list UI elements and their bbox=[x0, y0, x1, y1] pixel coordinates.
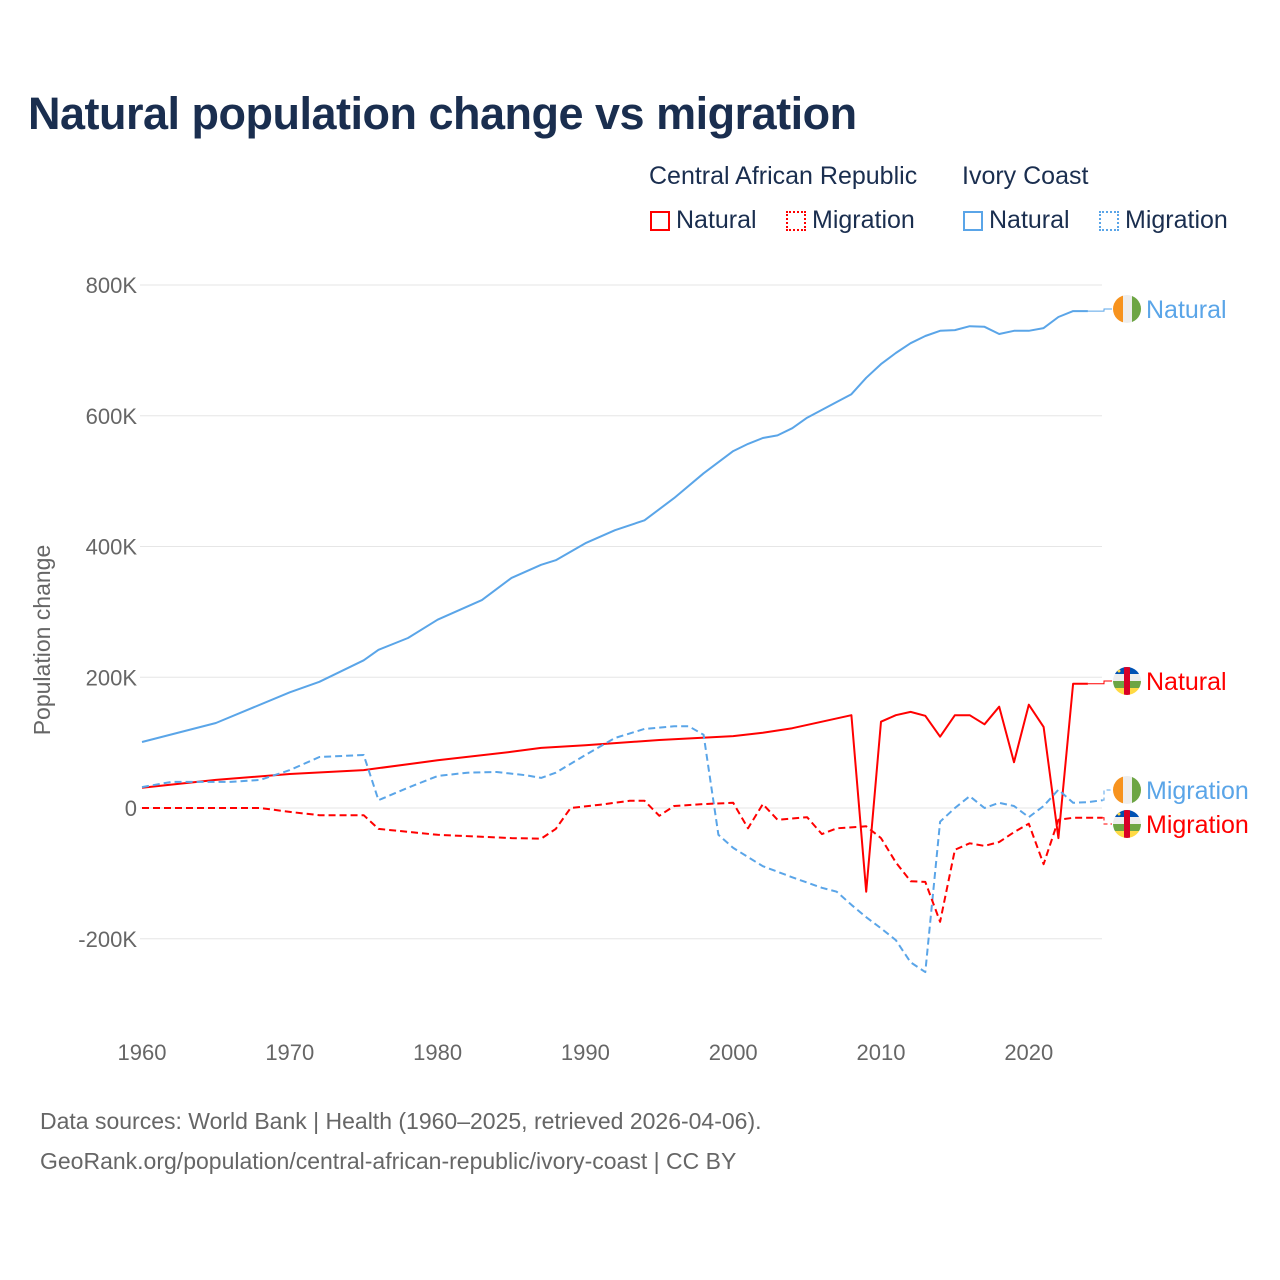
x-tick-label: 2020 bbox=[1004, 1040, 1053, 1065]
footer-sources: Data sources: World Bank | Health (1960–… bbox=[40, 1108, 762, 1134]
central-african-republic-flag-icon bbox=[1113, 667, 1141, 695]
footer-link[interactable]: GeoRank.org/population/central-african-r… bbox=[40, 1148, 737, 1174]
series-line-ivory-coast-migration bbox=[141, 725, 1103, 974]
flag-star bbox=[1117, 812, 1121, 816]
legend-swatch-solid-blue bbox=[963, 210, 983, 231]
x-tick-label: 2000 bbox=[709, 1040, 758, 1065]
end-label-connector bbox=[1087, 308, 1112, 312]
series-line-central-african-republic-migration bbox=[142, 799, 1103, 923]
legend-swatch-solid-red bbox=[650, 210, 670, 231]
end-label-connector bbox=[1087, 680, 1112, 685]
y-tick-label: 400K bbox=[86, 535, 138, 560]
legend-ivory-coast-natural[interactable]: Natural bbox=[963, 206, 1070, 235]
x-tick-label: 1970 bbox=[265, 1040, 314, 1065]
legend-swatch-dotted-red bbox=[786, 210, 806, 231]
end-label: Natural bbox=[1146, 296, 1227, 324]
x-tick-label: 1990 bbox=[561, 1040, 610, 1065]
y-tick-label: 200K bbox=[86, 665, 138, 690]
end-label-connector bbox=[1102, 789, 1112, 801]
legend-swatch-dotted-blue bbox=[1099, 210, 1119, 231]
legend-label: Natural bbox=[676, 206, 757, 234]
flag-stripe bbox=[1124, 667, 1130, 695]
end-label: Natural bbox=[1146, 668, 1227, 696]
y-tick-label: 600K bbox=[86, 404, 138, 429]
flag-star bbox=[1117, 669, 1121, 673]
flag-stripe bbox=[1124, 810, 1130, 838]
flag-stripe bbox=[1132, 295, 1141, 323]
flag-stripe bbox=[1123, 295, 1132, 323]
legend-ivory-coast-migration[interactable]: Migration bbox=[1099, 206, 1228, 235]
end-label: Migration bbox=[1146, 811, 1249, 839]
legend-group-car: Central African Republic bbox=[649, 162, 918, 190]
legend-label: Natural bbox=[989, 206, 1070, 234]
x-tick-label: 2010 bbox=[857, 1040, 906, 1065]
end-label-connector bbox=[1102, 817, 1112, 825]
y-tick-label: 0 bbox=[125, 796, 137, 821]
flag-stripe bbox=[1113, 776, 1123, 804]
legend-car-migration[interactable]: Migration bbox=[786, 206, 915, 235]
chart-title: Natural population change vs migration bbox=[28, 88, 857, 139]
legend-group-ivory-coast: Ivory Coast bbox=[962, 162, 1089, 190]
y-axis-label: Population change bbox=[29, 545, 55, 736]
y-tick-label: 800K bbox=[86, 273, 138, 298]
series-line-central-african-republic-natural bbox=[141, 682, 1088, 893]
legend-label: Migration bbox=[812, 206, 915, 234]
ivory-coast-flag-icon bbox=[1113, 295, 1141, 323]
x-tick-label: 1980 bbox=[413, 1040, 462, 1065]
legend-label: Migration bbox=[1125, 206, 1228, 234]
series-line-ivory-coast-natural bbox=[141, 310, 1088, 743]
x-tick-label: 1960 bbox=[118, 1040, 167, 1065]
y-tick-label: -200K bbox=[78, 927, 137, 952]
flag-stripe bbox=[1123, 776, 1132, 804]
ivory-coast-flag-icon bbox=[1113, 776, 1141, 804]
flag-stripe bbox=[1132, 776, 1141, 804]
central-african-republic-flag-icon bbox=[1113, 810, 1141, 838]
legend-car-natural[interactable]: Natural bbox=[650, 206, 757, 235]
flag-stripe bbox=[1113, 295, 1123, 323]
end-label: Migration bbox=[1146, 777, 1249, 805]
